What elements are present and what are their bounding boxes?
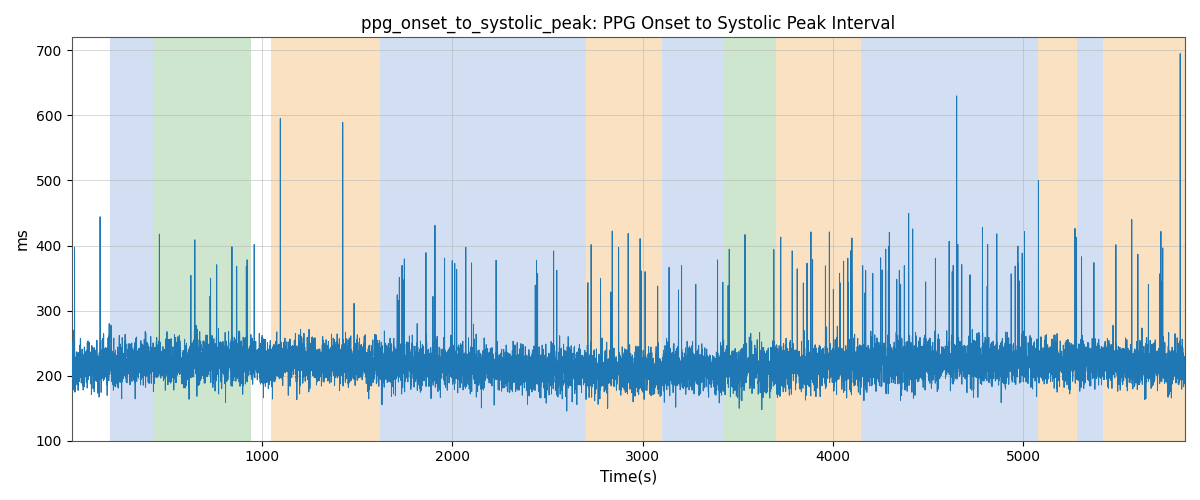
- Bar: [109, 38, 154, 440]
- Bar: [1103, 38, 1186, 440]
- Bar: [154, 38, 251, 440]
- Bar: [776, 38, 862, 440]
- Bar: [1076, 38, 1103, 440]
- Bar: [725, 38, 776, 440]
- Bar: [661, 38, 725, 440]
- Bar: [271, 38, 380, 440]
- Bar: [1038, 38, 1076, 440]
- Bar: [862, 38, 1038, 440]
- Bar: [586, 38, 661, 440]
- Title: ppg_onset_to_systolic_peak: PPG Onset to Systolic Peak Interval: ppg_onset_to_systolic_peak: PPG Onset to…: [361, 15, 895, 34]
- Y-axis label: ms: ms: [16, 228, 30, 250]
- Bar: [380, 38, 586, 440]
- X-axis label: Time(s): Time(s): [600, 470, 656, 485]
